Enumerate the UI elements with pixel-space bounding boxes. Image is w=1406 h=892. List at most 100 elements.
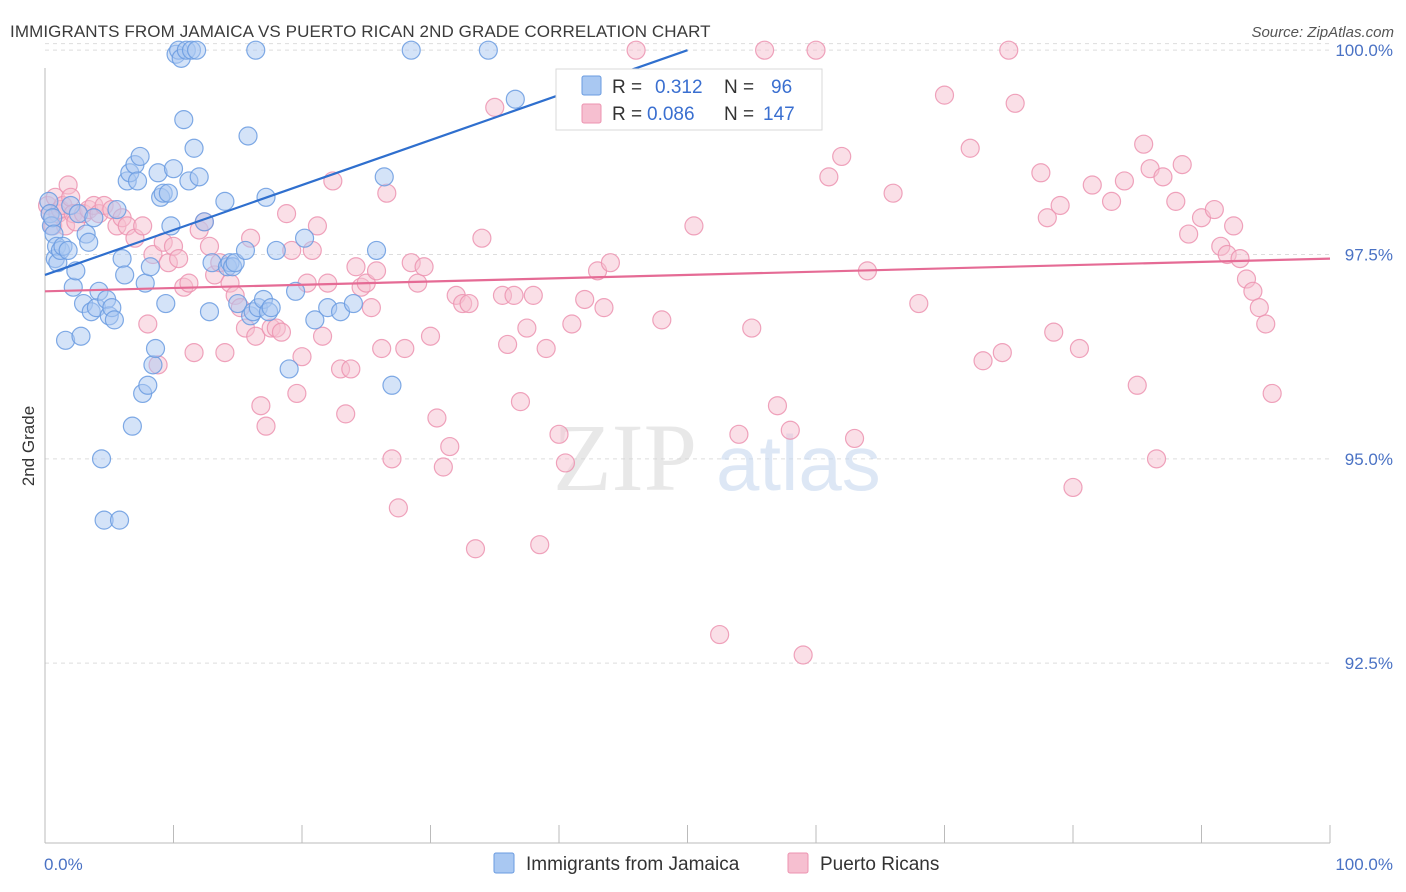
data-point-puerto-ricans xyxy=(1069,338,1090,359)
bottom-legend-label-blue: Immigrants from Jamaica xyxy=(526,854,740,875)
data-point-puerto-ricans xyxy=(530,535,550,555)
tick-labels: 92.5% 95.0% 97.5% 100.0% 0.0% 100.0% xyxy=(44,41,1393,874)
data-point-puerto-ricans xyxy=(832,146,852,167)
data-point-puerto-ricans xyxy=(388,498,408,518)
data-point-puerto-ricans xyxy=(536,338,556,359)
legend-n-value-1: 96 xyxy=(771,77,792,98)
data-point-puerto-ricans xyxy=(819,167,839,187)
data-point-puerto-ricans xyxy=(440,436,460,457)
data-point-immigrants-from-jamaica xyxy=(130,146,150,167)
data-point-immigrants-from-jamaica xyxy=(107,199,127,220)
data-point-puerto-ricans xyxy=(427,408,447,428)
data-point-puerto-ricans xyxy=(361,298,381,318)
data-point-immigrants-from-jamaica xyxy=(43,208,63,228)
legend-r-label-2: R = xyxy=(612,104,642,125)
series-immigrants-from-jamaica xyxy=(39,40,525,530)
data-point-immigrants-from-jamaica xyxy=(158,183,178,203)
data-point-puerto-ricans xyxy=(1243,281,1263,301)
data-point-immigrants-from-jamaica xyxy=(189,167,209,187)
data-point-puerto-ricans xyxy=(179,273,199,293)
data-point-immigrants-from-jamaica xyxy=(285,281,306,301)
data-point-puerto-ricans xyxy=(1044,322,1064,342)
data-point-immigrants-from-jamaica xyxy=(238,126,258,146)
data-point-puerto-ricans xyxy=(1031,163,1051,183)
legend-n-label-2: N = xyxy=(724,104,754,125)
data-point-immigrants-from-jamaica xyxy=(478,40,498,60)
data-point-puerto-ricans xyxy=(1166,191,1186,211)
data-point-puerto-ricans xyxy=(382,449,402,469)
data-point-puerto-ricans xyxy=(684,216,704,236)
data-point-puerto-ricans xyxy=(909,293,929,314)
data-point-puerto-ricans xyxy=(754,40,775,60)
data-point-puerto-ricans xyxy=(517,318,537,338)
data-point-immigrants-from-jamaica xyxy=(58,240,78,261)
data-point-puerto-ricans xyxy=(934,85,955,105)
data-point-puerto-ricans xyxy=(287,383,307,404)
data-point-puerto-ricans xyxy=(472,228,492,248)
data-point-puerto-ricans xyxy=(346,257,366,277)
data-point-puerto-ricans xyxy=(1127,375,1147,395)
data-point-puerto-ricans xyxy=(1037,208,1057,228)
data-point-puerto-ricans xyxy=(806,40,826,60)
grid-lines xyxy=(45,43,1330,664)
data-point-puerto-ricans xyxy=(1082,175,1102,195)
data-point-immigrants-from-jamaica xyxy=(109,510,130,530)
data-point-puerto-ricans xyxy=(1204,199,1224,220)
data-point-puerto-ricans xyxy=(1134,134,1154,154)
data-point-puerto-ricans xyxy=(767,396,788,416)
data-point-puerto-ricans xyxy=(523,285,543,305)
data-point-immigrants-from-jamaica xyxy=(235,240,256,261)
data-point-puerto-ricans xyxy=(973,351,993,371)
data-point-puerto-ricans xyxy=(372,338,392,359)
series-puerto-ricans xyxy=(37,40,1282,665)
data-point-puerto-ricans xyxy=(510,392,531,412)
data-point-immigrants-from-jamaica xyxy=(228,293,248,314)
data-point-puerto-ricans xyxy=(1224,216,1244,236)
data-point-puerto-ricans xyxy=(133,216,153,236)
data-point-puerto-ricans xyxy=(575,289,595,310)
data-point-puerto-ricans xyxy=(1230,248,1250,269)
bottom-legend-swatch-pink xyxy=(787,852,809,874)
data-point-puerto-ricans xyxy=(138,314,158,334)
data-point-immigrants-from-jamaica xyxy=(71,326,91,346)
data-point-puerto-ricans xyxy=(377,183,397,203)
data-point-puerto-ricans xyxy=(1101,191,1122,211)
chart-title: IMMIGRANTS FROM JAMAICA VS PUERTO RICAN … xyxy=(10,22,711,41)
data-point-puerto-ricans xyxy=(276,204,297,224)
data-point-immigrants-from-jamaica xyxy=(215,191,235,211)
data-point-puerto-ricans xyxy=(465,539,486,559)
data-point-puerto-ricans xyxy=(433,457,453,477)
bottom-legend-label-pink: Puerto Ricans xyxy=(820,854,939,875)
bottom-legend-swatch-blue xyxy=(493,852,515,874)
data-point-puerto-ricans xyxy=(184,342,204,363)
data-point-puerto-ricans xyxy=(710,624,730,645)
data-point-immigrants-from-jamaica xyxy=(79,232,99,252)
data-point-immigrants-from-jamaica xyxy=(91,449,112,469)
y-tick-label: 95.0% xyxy=(1345,450,1393,469)
data-point-immigrants-from-jamaica xyxy=(138,375,158,395)
data-point-immigrants-from-jamaica xyxy=(122,416,142,436)
legend-swatch-pink xyxy=(581,103,602,124)
data-point-puerto-ricans xyxy=(292,347,312,367)
data-point-puerto-ricans xyxy=(395,338,415,359)
data-point-immigrants-from-jamaica xyxy=(115,265,135,285)
data-point-immigrants-from-jamaica xyxy=(374,167,394,187)
data-point-puerto-ricans xyxy=(1179,224,1199,244)
data-point-puerto-ricans xyxy=(504,285,524,305)
data-point-puerto-ricans xyxy=(169,248,189,269)
x-tick-label-max: 100.0% xyxy=(1335,855,1393,874)
data-point-puerto-ricans xyxy=(1262,383,1282,404)
data-point-immigrants-from-jamaica xyxy=(184,138,204,158)
trend-line-puerto-ricans xyxy=(44,257,1331,293)
data-point-immigrants-from-jamaica xyxy=(127,171,148,191)
data-point-puerto-ricans xyxy=(780,420,800,440)
data-point-puerto-ricans xyxy=(498,334,518,355)
data-point-immigrants-from-jamaica xyxy=(382,375,402,395)
data-point-puerto-ricans xyxy=(883,183,903,203)
data-point-immigrants-from-jamaica xyxy=(112,248,132,269)
data-point-immigrants-from-jamaica xyxy=(187,40,207,60)
data-point-puerto-ricans xyxy=(793,645,813,665)
data-point-puerto-ricans xyxy=(729,424,749,444)
series-legend: Immigrants from Jamaica Puerto Ricans xyxy=(493,852,939,875)
data-point-puerto-ricans xyxy=(600,253,621,273)
